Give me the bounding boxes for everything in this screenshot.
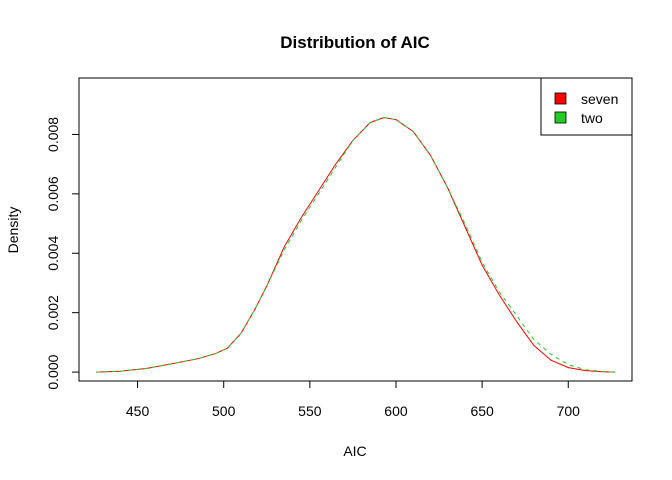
- legend: seven two: [540, 77, 633, 136]
- x-tick-label: 550: [298, 403, 322, 419]
- chart-title: Distribution of AIC: [280, 33, 430, 52]
- x-axis: 450 500 550 600 650 700: [126, 380, 581, 419]
- x-tick-label: 700: [557, 403, 581, 419]
- y-tick-label: 0.002: [45, 295, 61, 330]
- x-tick-label: 450: [126, 403, 150, 419]
- series-layer: [96, 116, 615, 373]
- x-axis-label: AIC: [343, 443, 366, 459]
- y-tick-label: 0.000: [45, 354, 61, 389]
- legend-box: [540, 77, 633, 136]
- legend-swatch-two: [554, 111, 567, 124]
- y-axis: 0.000 0.002 0.004 0.006 0.008: [45, 117, 80, 390]
- legend-swatch-seven: [554, 92, 567, 105]
- x-tick-label: 650: [470, 403, 494, 419]
- x-tick-label: 500: [212, 403, 236, 419]
- y-tick-label: 0.004: [45, 236, 61, 271]
- legend-label-seven: seven: [581, 91, 618, 107]
- y-axis-label: Density: [5, 207, 21, 254]
- y-tick-label: 0.008: [45, 117, 61, 152]
- series-line-seven: [96, 116, 615, 373]
- y-tick-label: 0.006: [45, 176, 61, 211]
- x-tick-label: 600: [384, 403, 408, 419]
- legend-label-two: two: [581, 110, 603, 126]
- series-line-two: [96, 116, 615, 373]
